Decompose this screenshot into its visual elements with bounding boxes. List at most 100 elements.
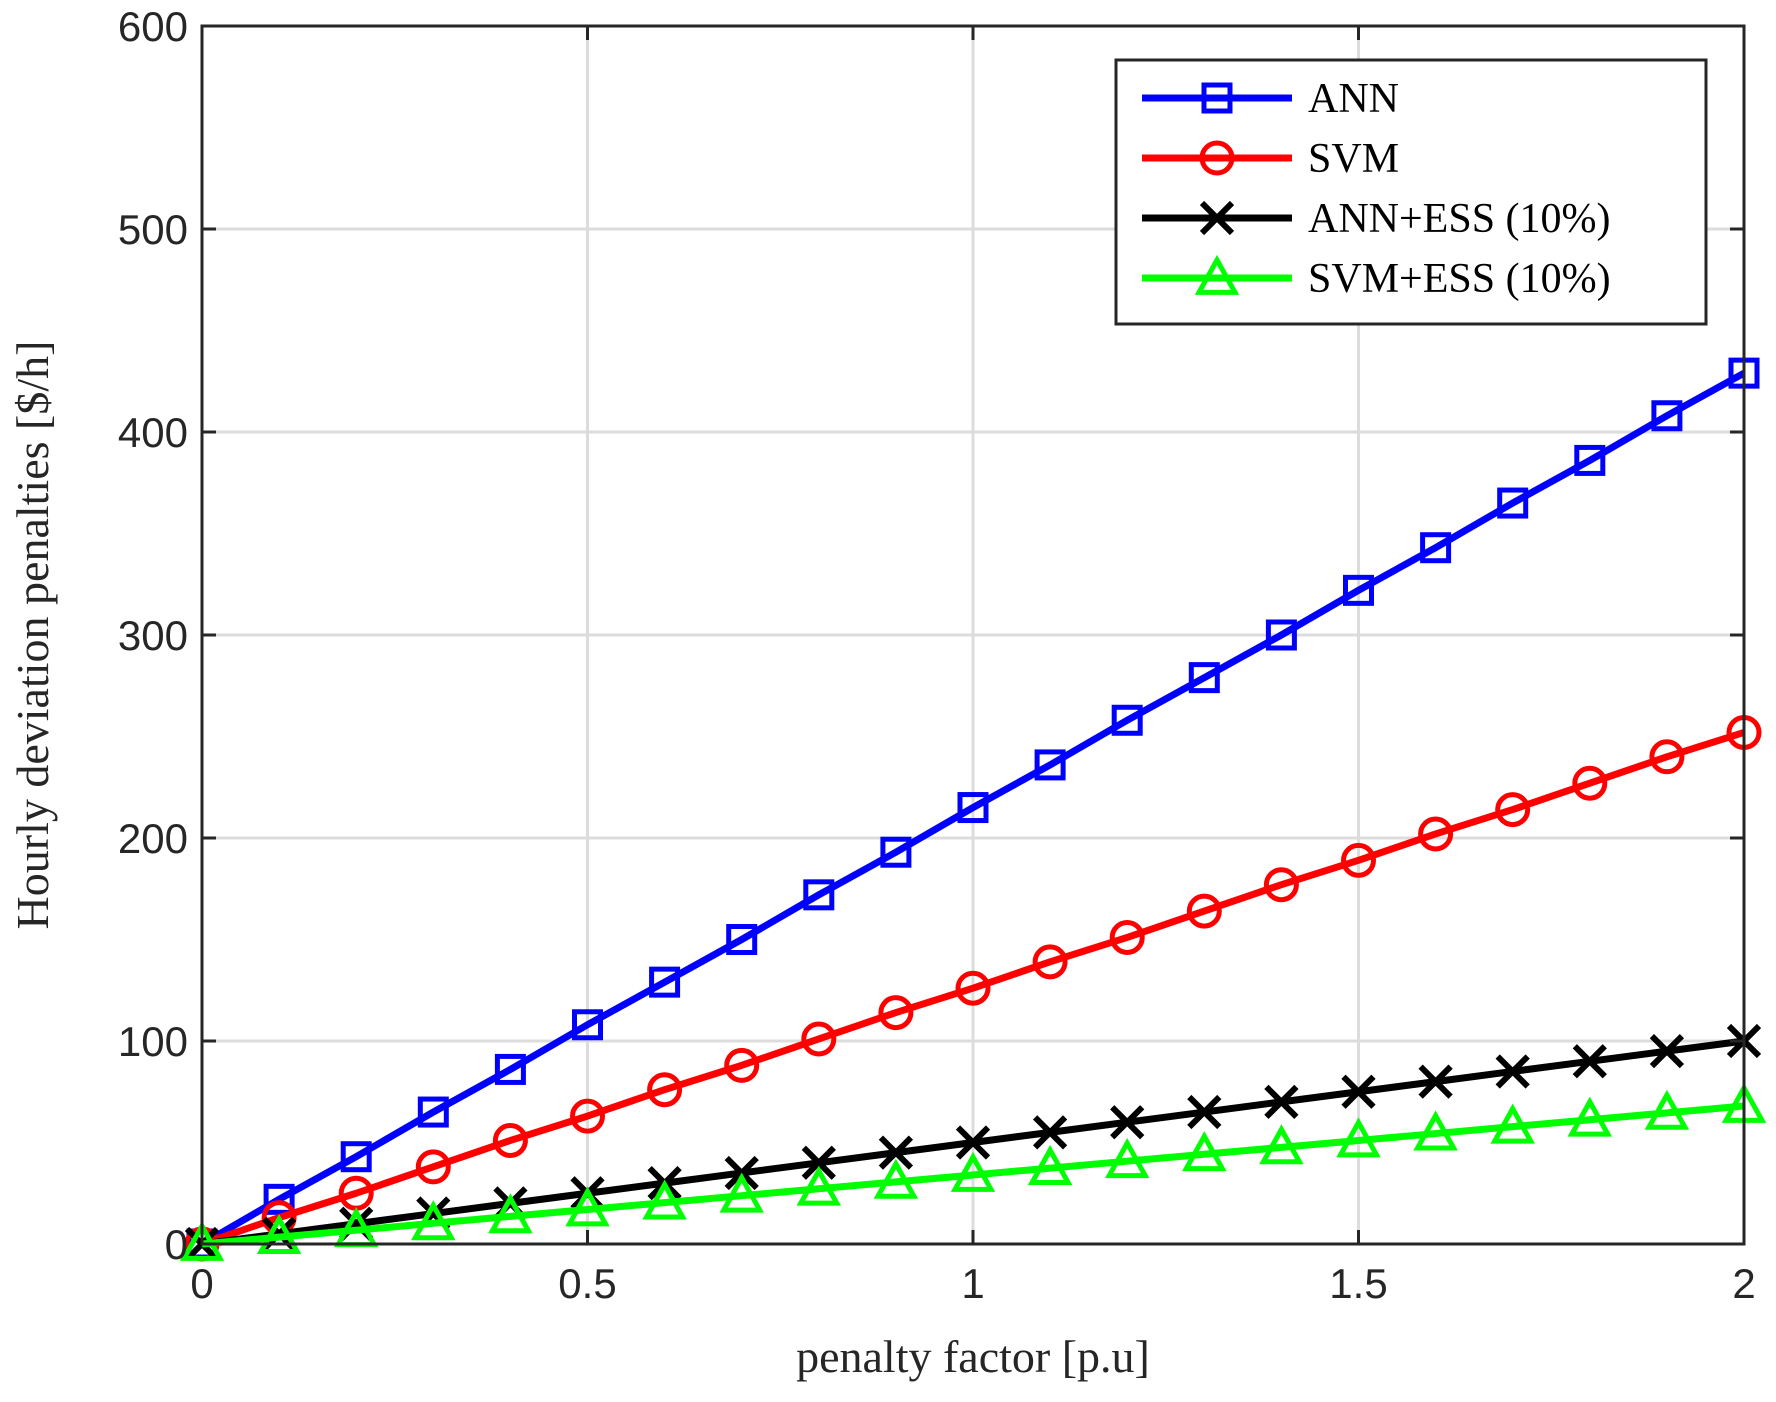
y-tick-label: 0 <box>165 1221 188 1268</box>
data-point <box>1572 1044 1607 1079</box>
data-point <box>1182 1131 1227 1172</box>
data-point <box>1032 1115 1068 1150</box>
legend-marker <box>1199 140 1235 176</box>
legend-label: SVM <box>1308 136 1399 182</box>
series-line <box>200 370 1746 1248</box>
data-point <box>1034 749 1066 781</box>
data-point <box>1341 842 1376 878</box>
y-tick-label: 400 <box>118 409 188 456</box>
data-point <box>1413 1110 1458 1151</box>
data-point <box>719 1172 764 1213</box>
data-point <box>1264 1084 1299 1120</box>
data-point <box>1188 662 1220 694</box>
data-point <box>1110 1105 1145 1140</box>
y-tick-label: 600 <box>118 3 188 50</box>
series-line <box>200 729 1746 1248</box>
x-tick-label: 2 <box>1732 1260 1755 1307</box>
data-point <box>1572 765 1608 801</box>
data-point <box>878 995 914 1031</box>
data-point <box>878 1135 914 1170</box>
data-point <box>488 1193 533 1234</box>
data-point <box>1341 1074 1376 1109</box>
data-point <box>1567 1096 1613 1137</box>
legend-entry: ANN+ESS (10%) <box>1142 196 1611 242</box>
data-point <box>1418 816 1454 852</box>
data-point <box>803 879 835 911</box>
data-point <box>955 970 991 1006</box>
x-tick-label: 0.5 <box>558 1260 616 1307</box>
x-tick-label: 1.5 <box>1329 1260 1387 1307</box>
data-point <box>565 1186 610 1227</box>
data-point <box>1259 1124 1304 1165</box>
data-point <box>1336 1117 1381 1158</box>
legend-entry: SVM+ESS (10%) <box>1142 254 1611 302</box>
data-point <box>415 1149 451 1185</box>
x-axis-label: penalty factor [p.u] <box>796 1331 1150 1382</box>
legend-marker <box>1194 254 1240 295</box>
data-point <box>1651 400 1683 432</box>
legend-marker <box>1201 82 1233 114</box>
data-point <box>1027 1144 1073 1185</box>
legend-marker <box>1199 200 1235 236</box>
data-point <box>957 792 989 824</box>
x-tick-label: 1 <box>961 1260 984 1307</box>
data-point <box>256 1213 302 1254</box>
series-line <box>201 1102 1745 1248</box>
data-point <box>1418 1064 1453 1099</box>
legend-entry: SVM <box>1142 136 1399 182</box>
data-point <box>647 1072 683 1108</box>
y-tick-label: 300 <box>118 612 188 659</box>
data-point <box>1109 919 1145 955</box>
data-point <box>1263 867 1299 903</box>
data-point <box>724 1047 760 1083</box>
legend: ANN SVM ANN+ESS (10%) SVM+ESS (10%) <box>1114 58 1708 326</box>
data-point <box>1644 1089 1690 1130</box>
data-point <box>411 1200 456 1241</box>
data-point <box>570 1098 605 1134</box>
data-point <box>1495 792 1531 828</box>
data-point <box>1495 1054 1530 1089</box>
data-point <box>955 1125 991 1160</box>
data-point <box>642 1179 687 1220</box>
axis-ticks <box>200 24 1746 1246</box>
data-point <box>1104 1138 1150 1179</box>
data-point <box>1490 1103 1535 1144</box>
data-point <box>492 1122 528 1158</box>
data-point <box>1111 704 1143 736</box>
data-point <box>801 1021 837 1057</box>
y-tick-label: 200 <box>118 815 188 862</box>
x-tick-label: 0 <box>190 1260 213 1307</box>
data-point <box>340 1141 372 1173</box>
data-point <box>1649 1034 1685 1069</box>
legend-entry: ANN <box>1142 76 1399 122</box>
data-point <box>1420 532 1452 564</box>
data-point <box>1032 944 1068 980</box>
data-point <box>1574 444 1606 476</box>
data-point <box>1497 487 1529 519</box>
data-point <box>726 924 758 955</box>
data-point <box>649 966 681 998</box>
tick-labels: 0 0.5 1 1.5 2 0 100 200 300 400 500 600 <box>118 3 1756 1307</box>
data-point <box>1649 739 1685 775</box>
data-point <box>796 1165 842 1206</box>
data-point <box>880 836 912 868</box>
data-point <box>1343 574 1374 606</box>
data-point <box>1186 893 1222 929</box>
legend-label: ANN <box>1308 76 1399 122</box>
legend-label: ANN+ESS (10%) <box>1308 196 1611 242</box>
data-point <box>572 1009 603 1041</box>
data-point <box>417 1096 449 1128</box>
data-point <box>179 1220 225 1261</box>
data-point <box>801 1145 836 1180</box>
series-svm-ess-10- <box>179 1082 1767 1261</box>
y-tick-label: 100 <box>118 1018 188 1065</box>
data-point <box>873 1158 919 1199</box>
data-point <box>1187 1094 1222 1130</box>
series-layer <box>179 357 1767 1262</box>
data-point <box>263 1183 295 1215</box>
y-axis-label: Hourly deviation penalties [$/h] <box>7 341 58 930</box>
data-point <box>494 1053 526 1085</box>
y-tick-label: 500 <box>118 206 188 253</box>
series-svm <box>184 714 1762 1262</box>
